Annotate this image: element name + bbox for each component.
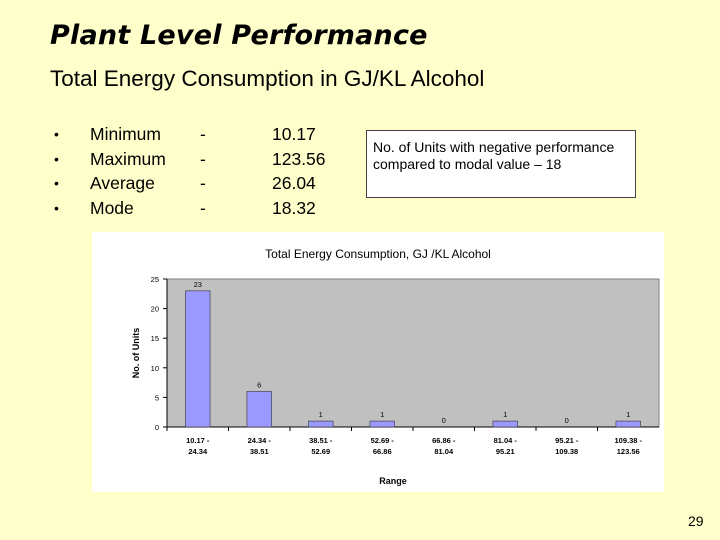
x-tick-label: 66.86 xyxy=(373,447,392,456)
y-tick-label: 0 xyxy=(155,423,159,432)
stat-dash: - xyxy=(200,173,206,193)
x-tick-label: 81.04 - xyxy=(494,436,518,445)
x-tick-label: 52.69 xyxy=(311,447,330,456)
data-label: 1 xyxy=(319,410,323,419)
x-tick-label: 38.51 - xyxy=(309,436,333,445)
x-tick-label: 52.69 - xyxy=(371,436,395,445)
y-axis-label: No. of Units xyxy=(131,328,141,379)
x-tick-label: 10.17 - xyxy=(186,436,210,445)
x-tick-label: 95.21 - xyxy=(555,436,579,445)
stat-value: 123.56 xyxy=(272,148,326,169)
data-label: 6 xyxy=(257,380,261,389)
x-tick-label: 24.34 - xyxy=(248,436,272,445)
stat-label: Maximum xyxy=(90,148,166,169)
x-tick-label: 123.56 xyxy=(617,447,640,456)
slide-title: Plant Level Performance xyxy=(50,20,428,51)
stat-dash: - xyxy=(200,197,206,218)
page-number: 29 xyxy=(688,513,704,529)
stat-value: 18.32 xyxy=(272,197,316,218)
data-label: 1 xyxy=(380,410,384,419)
stat-dash: - xyxy=(200,148,206,169)
bar-0 xyxy=(185,290,211,428)
stat-label: Minimum xyxy=(90,124,161,144)
bar-1 xyxy=(246,391,272,428)
chart-container: Total Energy Consumption, GJ /KL Alcohol… xyxy=(92,232,664,492)
stat-label: Mode xyxy=(90,197,134,218)
chart-title: Total Energy Consumption, GJ /KL Alcohol xyxy=(265,247,491,261)
x-tick-label: 95.21 xyxy=(496,447,515,456)
data-label: 1 xyxy=(626,410,630,419)
stat-label: Average xyxy=(90,173,155,193)
plot-area xyxy=(166,278,660,428)
negative-performance-note: No. of Units with negative performance c… xyxy=(366,130,636,198)
bullet-icon: • xyxy=(54,126,59,142)
x-tick-label: 24.34 xyxy=(188,447,208,456)
bullet-icon: • xyxy=(54,150,59,167)
x-tick-label: 38.51 xyxy=(250,447,269,456)
data-label: 23 xyxy=(194,280,202,289)
bar-2 xyxy=(308,420,334,428)
x-tick-label: 66.86 - xyxy=(432,436,456,445)
y-tick-label: 20 xyxy=(151,305,159,314)
bar-3 xyxy=(369,420,395,428)
y-tick-label: 10 xyxy=(151,364,159,373)
bar-chart: Total Energy Consumption, GJ /KL Alcohol… xyxy=(131,247,660,486)
data-label: 0 xyxy=(565,416,569,425)
stat-dash: - xyxy=(200,124,206,144)
bullet-icon: • xyxy=(54,175,59,191)
bar-7 xyxy=(615,420,641,428)
x-tick-label: 109.38 - xyxy=(614,436,642,445)
x-tick-label: 81.04 xyxy=(434,447,454,456)
bullet-icon: • xyxy=(54,199,59,216)
y-tick-label: 15 xyxy=(151,334,159,343)
bar-5 xyxy=(492,420,518,428)
stat-value: 26.04 xyxy=(272,173,316,193)
slide-subtitle: Total Energy Consumption in GJ/KL Alcoho… xyxy=(50,66,485,91)
y-tick-label: 25 xyxy=(151,275,159,284)
data-label: 1 xyxy=(503,410,507,419)
x-tick-label: 109.38 xyxy=(555,447,578,456)
stat-value: 10.17 xyxy=(272,124,316,144)
y-tick-label: 5 xyxy=(155,393,159,402)
data-label: 0 xyxy=(442,416,446,425)
x-axis-label: Range xyxy=(379,476,407,486)
